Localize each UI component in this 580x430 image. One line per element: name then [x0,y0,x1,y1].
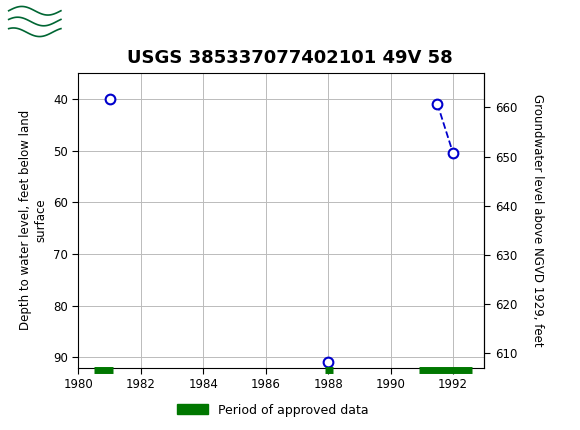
FancyBboxPatch shape [6,3,64,40]
Legend: Period of approved data: Period of approved data [172,399,374,421]
Y-axis label: Depth to water level, feet below land
surface: Depth to water level, feet below land su… [20,110,48,331]
Text: USGS: USGS [72,12,132,31]
Y-axis label: Groundwater level above NGVD 1929, feet: Groundwater level above NGVD 1929, feet [531,94,544,347]
Text: USGS 385337077402101 49V 58: USGS 385337077402101 49V 58 [127,49,453,67]
